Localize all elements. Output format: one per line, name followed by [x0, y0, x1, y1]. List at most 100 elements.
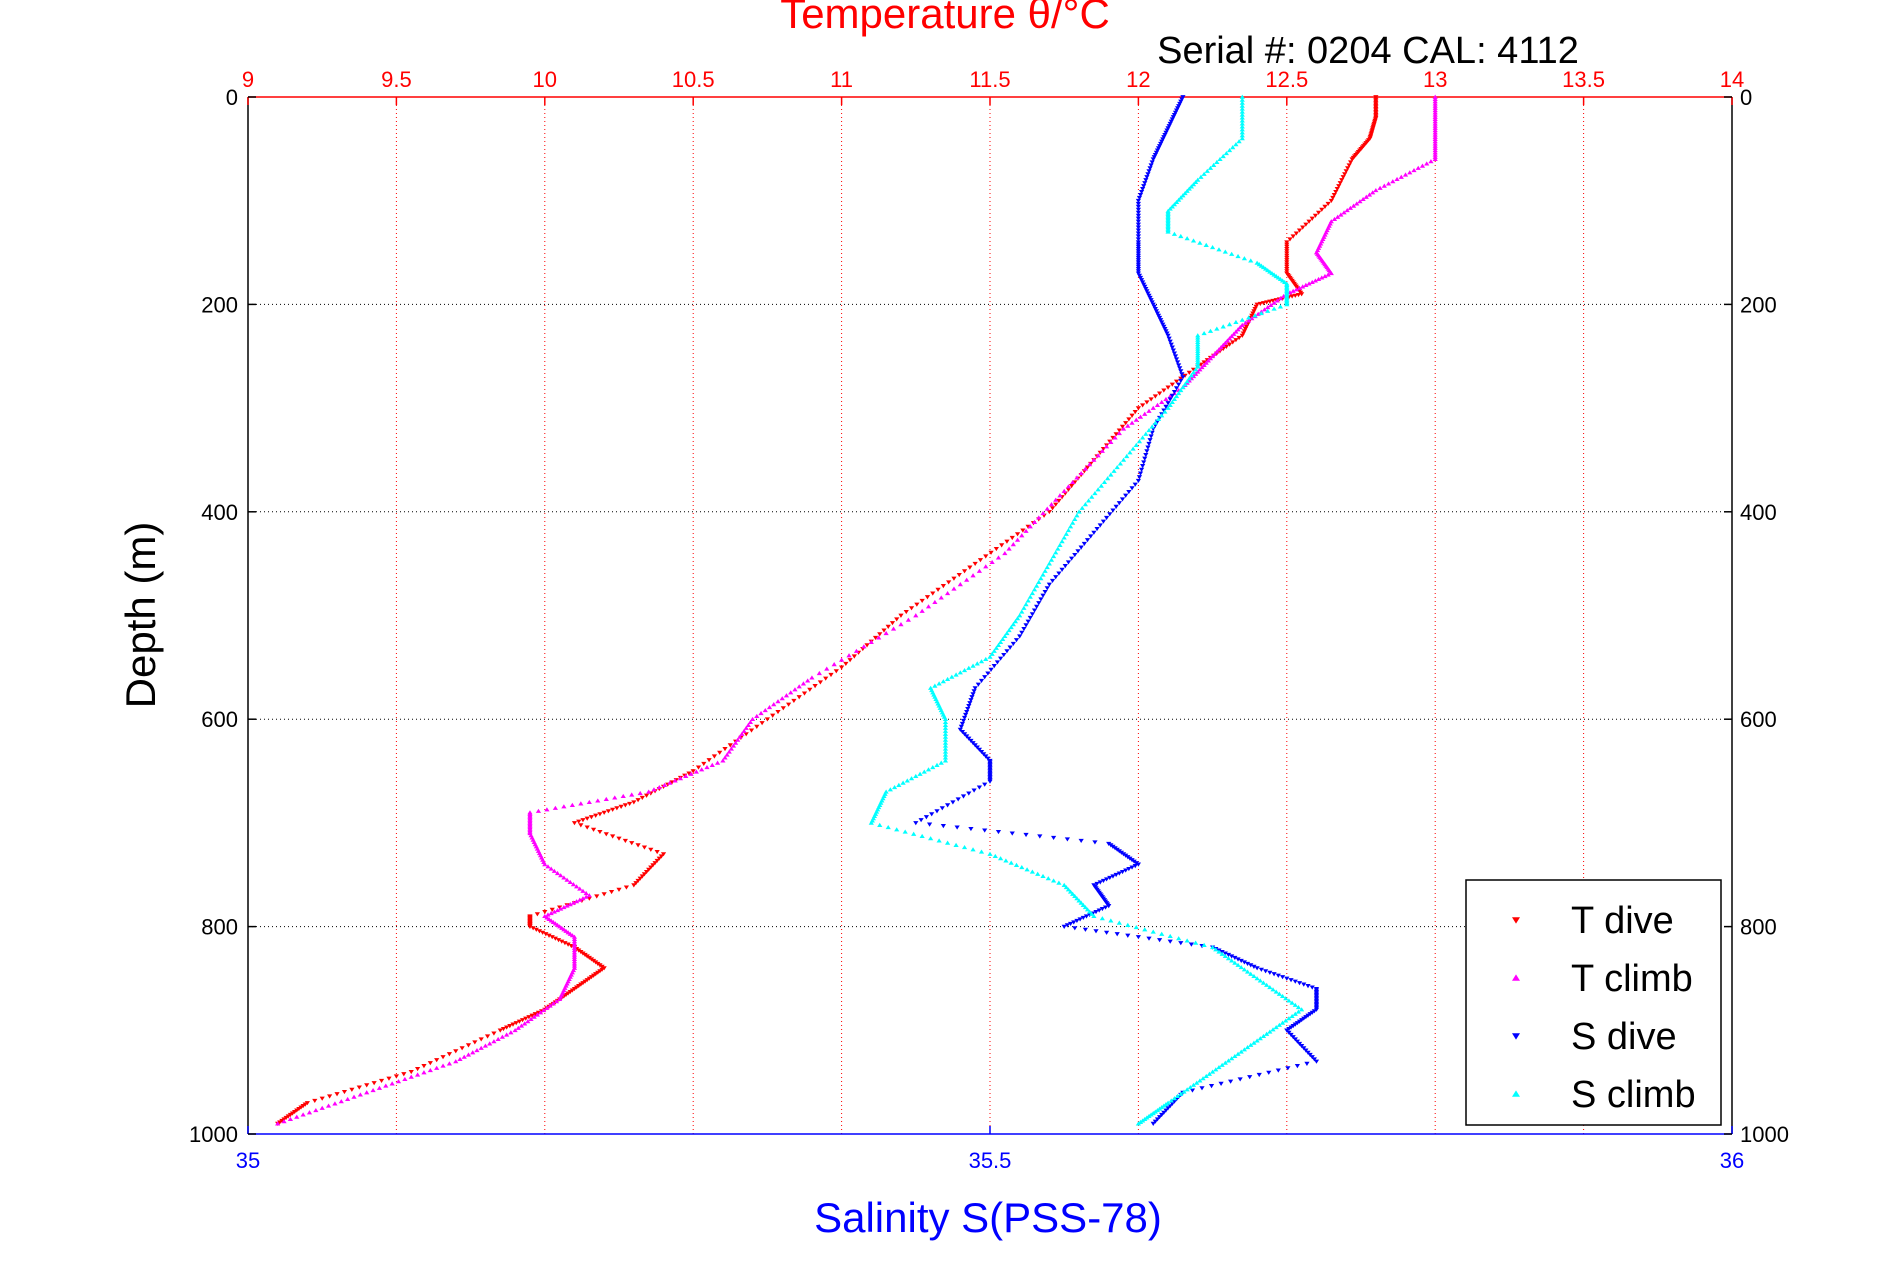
- data-point: [1248, 963, 1254, 968]
- data-point: [1171, 389, 1178, 395]
- data-point: [1146, 427, 1152, 433]
- data-point: [894, 617, 900, 622]
- data-point: [735, 737, 741, 742]
- data-point: [1036, 579, 1042, 584]
- data-point: [1163, 396, 1169, 402]
- data-point: [1328, 270, 1334, 276]
- data-point: [1006, 627, 1012, 633]
- data-point: [427, 1061, 433, 1066]
- data-point: [966, 736, 972, 741]
- data-point: [1149, 424, 1155, 429]
- data-point: [558, 906, 564, 911]
- data-point: [911, 831, 917, 836]
- data-point: [570, 882, 577, 887]
- data-point: [1155, 146, 1162, 151]
- data-point: [612, 795, 618, 800]
- data-point: [809, 675, 815, 680]
- legend-box: [1465, 879, 1722, 1126]
- data-point: [730, 743, 737, 748]
- data-point: [1038, 576, 1044, 581]
- data-point: [961, 845, 968, 850]
- data-point: [942, 749, 949, 754]
- data-point: [561, 875, 567, 880]
- data-point: [1279, 993, 1286, 999]
- data-point: [1040, 510, 1046, 516]
- data-point: [545, 864, 551, 869]
- data-point: [1135, 260, 1141, 265]
- data-point: [1012, 619, 1019, 624]
- data-point: [597, 829, 603, 835]
- data-point: [421, 1064, 427, 1069]
- data-point: [1099, 907, 1105, 912]
- data-point: [1290, 288, 1296, 293]
- data-point: [552, 805, 558, 810]
- data-point: [1116, 871, 1122, 876]
- data-point: [1056, 880, 1062, 885]
- data-point: [1300, 225, 1306, 230]
- data-point: [553, 999, 560, 1004]
- data-point: [1008, 625, 1014, 630]
- data-point: [1093, 929, 1099, 934]
- data-point: [972, 561, 978, 566]
- depth-tick-label-right: 0: [1740, 85, 1752, 110]
- data-point: [569, 802, 575, 807]
- data-point: [1021, 605, 1027, 610]
- data-point: [661, 782, 668, 787]
- data-point: [1292, 1002, 1298, 1007]
- data-point: [646, 867, 652, 872]
- data-point: [1069, 556, 1075, 561]
- data-point: [614, 806, 620, 811]
- data-point: [1241, 256, 1247, 261]
- data-point: [1137, 471, 1144, 476]
- data-point: [1159, 399, 1165, 404]
- data-point: [1135, 234, 1141, 239]
- data-point: [512, 1027, 518, 1033]
- data-point: [1188, 942, 1194, 947]
- data-point: [966, 665, 972, 670]
- data-point: [861, 644, 867, 649]
- data-point: [1325, 201, 1331, 207]
- data-point: [1135, 249, 1141, 254]
- data-point: [1220, 342, 1226, 347]
- data-point: [976, 568, 982, 573]
- data-point: [839, 657, 845, 662]
- data-point: [1289, 1000, 1295, 1005]
- data-point: [1277, 296, 1284, 301]
- data-point: [1195, 346, 1201, 351]
- data-point: [900, 780, 906, 785]
- data-point: [1171, 231, 1178, 236]
- data-point: [1135, 222, 1141, 227]
- data-point: [1135, 242, 1141, 247]
- data-point: [1167, 933, 1173, 939]
- data-point: [1432, 110, 1438, 115]
- data-point: [1135, 207, 1141, 212]
- data-point: [1232, 955, 1238, 961]
- data-point: [1432, 96, 1438, 102]
- data-point: [1146, 441, 1152, 446]
- data-point: [779, 696, 785, 701]
- data-point: [1339, 178, 1345, 183]
- data-point: [1241, 1047, 1247, 1052]
- data-point: [1148, 163, 1154, 168]
- series-s-climb: [868, 94, 1305, 1126]
- data-point: [1057, 493, 1063, 498]
- data-point: [536, 929, 543, 934]
- data-point: [817, 680, 823, 685]
- data-point: [1150, 1121, 1156, 1126]
- data-point: [1432, 139, 1438, 144]
- data-point: [1027, 615, 1033, 621]
- data-point: [1160, 322, 1166, 327]
- data-point: [629, 792, 635, 797]
- data-point: [1009, 831, 1015, 836]
- data-point: [1162, 132, 1168, 138]
- data-point: [1150, 302, 1156, 307]
- data-point: [1306, 281, 1312, 286]
- data-point: [1270, 987, 1276, 992]
- data-point: [960, 718, 967, 724]
- data-point: [1161, 408, 1167, 413]
- data-point: [1432, 119, 1438, 124]
- data-point: [1424, 161, 1430, 166]
- data-point: [1432, 132, 1438, 137]
- data-point: [1299, 1007, 1305, 1012]
- data-point: [1171, 351, 1178, 356]
